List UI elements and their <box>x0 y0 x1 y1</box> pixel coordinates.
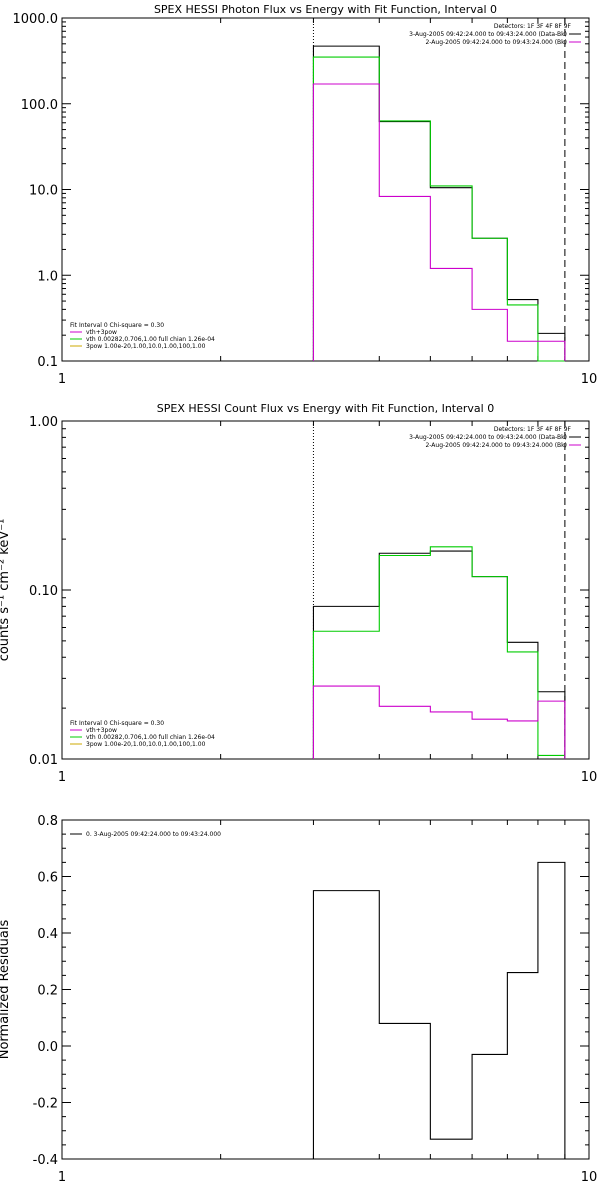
panel2-legend-fit-text: 3pow 1.00e-20,1.00,10.0,1.00,100,1.00 <box>86 741 206 748</box>
panel1-series-line-1 <box>312 45 566 361</box>
panel2-legend-fit-text: vth 0.00282,0.706,1.00 full chian 1.26e-… <box>86 734 215 741</box>
panel3-series-line-1 <box>312 861 566 1159</box>
panel1-plot-frame <box>61 17 590 362</box>
panel3-y-tick-label: -0.2 <box>33 1097 58 1112</box>
panel1-x-tick-label: 10 <box>581 372 598 387</box>
panel2-series-line-3 <box>312 685 566 759</box>
panel2-series-line-1 <box>312 550 566 759</box>
panel1-chart-title: SPEX HESSI Photon Flux vs Energy with Fi… <box>154 3 497 16</box>
panel2-legend-detectors: Detectors: 1F 3F 4F 8F 9F <box>494 426 572 433</box>
panel2-y-axis-label: counts s⁻¹ cm⁻² keV⁻¹ <box>0 519 12 662</box>
panel1-legend-fit-text: vth 0.00282,0.706,1.00 full chian 1.26e-… <box>86 336 215 343</box>
panel2-y-tick-label: 0.10 <box>29 584 58 599</box>
panel1-series-line-2 <box>312 56 565 362</box>
panel1-legend-entry-text: 3-Aug-2005 09:42:24.000 to 09:43:24.000 … <box>409 31 567 38</box>
panel3-y-tick-label: 0.6 <box>37 871 58 886</box>
panel1-series-line-3 <box>312 83 566 361</box>
panel3-y-tick-label: 0.0 <box>37 1040 58 1055</box>
panel2-plot-frame <box>61 420 590 760</box>
panel3-x-tick-label: 10 <box>581 1170 598 1185</box>
panel2-y-tick-label: 1.00 <box>29 415 58 430</box>
panel3-y-tick-label: 0.4 <box>37 927 58 942</box>
panel3-y-tick-label: 0.8 <box>37 814 58 829</box>
panel1-legend-entry-text: 2-Aug-2005 09:42:24.000 to 09:43:24.000 … <box>425 39 567 46</box>
panel2-y-tick-label: 0.01 <box>29 753 58 768</box>
panel3-x-tick-label: 1 <box>58 1170 66 1185</box>
panel1-legend-fit-text: 3pow 1.00e-20,1.00,10.0,1.00,100,1.00 <box>86 343 206 350</box>
panel3-plot-frame <box>61 819 590 1160</box>
panel2-x-tick-label: 10 <box>581 770 598 785</box>
panel2-x-tick-label: 1 <box>58 770 66 785</box>
panel3-y-axis-label: Normalized Residuals <box>0 920 12 1060</box>
panel1-y-tick-label: 100.0 <box>21 98 58 113</box>
panel1-y-tick-label: 10.0 <box>29 184 58 199</box>
panel1-legend-detectors: Detectors: 1F 3F 4F 8F 9F <box>494 23 572 30</box>
panel2-legend-fit-text: vth+3pow <box>86 727 117 734</box>
panel1-y-tick-label: 0.1 <box>37 355 58 370</box>
panel1-y-tick-label: 1.0 <box>37 269 58 284</box>
panel3-y-tick-label: -0.4 <box>33 1153 58 1168</box>
panel3-legend-entry-text: 0. 3-Aug-2005 09:42:24.000 to 09:43:24.0… <box>86 831 221 838</box>
panel1-legend-fit-text: vth+3pow <box>86 329 117 336</box>
panel3-y-tick-label: 0.2 <box>37 984 58 999</box>
panel2-legend-entry-text: 2-Aug-2005 09:42:24.000 to 09:43:24.000 … <box>425 442 567 449</box>
panel1-y-tick-label: 1000.0 <box>13 12 59 27</box>
panel1-x-tick-label: 1 <box>58 372 66 387</box>
panel2-series-line-2 <box>312 546 566 759</box>
panel1-legend-fit-header: Fit Interval 0 Chi-square = 0.30 <box>70 322 164 329</box>
panel2-chart-title: SPEX HESSI Count Flux vs Energy with Fit… <box>157 402 494 415</box>
panel2-legend-entry-text: 3-Aug-2005 09:42:24.000 to 09:43:24.000 … <box>409 434 567 441</box>
panel2-legend-fit-header: Fit Interval 0 Chi-square = 0.30 <box>70 720 164 727</box>
